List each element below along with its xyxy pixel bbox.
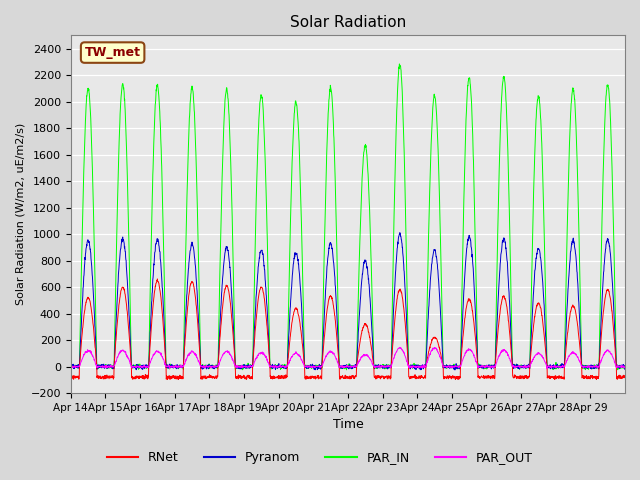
Pyranom	[396, 230, 404, 236]
Pyranom	[547, 362, 554, 368]
Pyranom	[621, 363, 628, 369]
PAR_IN	[381, 362, 389, 368]
PAR_IN	[342, 367, 350, 372]
PAR_IN	[67, 364, 75, 370]
RNet	[614, 376, 621, 382]
Legend: RNet, Pyranom, PAR_IN, PAR_OUT: RNet, Pyranom, PAR_IN, PAR_OUT	[102, 446, 538, 469]
Line: PAR_IN: PAR_IN	[71, 64, 625, 370]
Pyranom	[242, 364, 250, 370]
PAR_OUT	[122, 352, 130, 358]
RNet	[175, 377, 182, 383]
Line: PAR_OUT: PAR_OUT	[71, 348, 625, 369]
RNet	[243, 376, 250, 382]
Text: TW_met: TW_met	[84, 46, 141, 59]
PAR_OUT	[515, 364, 522, 370]
Pyranom	[451, 367, 459, 373]
Pyranom	[67, 365, 75, 371]
Pyranom	[614, 363, 621, 369]
Line: RNet: RNet	[71, 279, 625, 380]
PAR_OUT	[547, 363, 554, 369]
RNet	[67, 374, 75, 380]
Line: Pyranom: Pyranom	[71, 233, 625, 370]
RNet	[547, 376, 554, 382]
PAR_OUT	[67, 364, 75, 370]
PAR_IN	[547, 363, 554, 369]
Pyranom	[122, 257, 130, 263]
Y-axis label: Solar Radiation (W/m2, uE/m2/s): Solar Radiation (W/m2, uE/m2/s)	[15, 123, 25, 305]
X-axis label: Time: Time	[333, 419, 364, 432]
RNet	[515, 374, 523, 380]
RNet	[122, 299, 130, 304]
PAR_OUT	[621, 364, 628, 370]
PAR_OUT	[396, 345, 404, 350]
PAR_IN	[621, 363, 628, 369]
Pyranom	[515, 362, 523, 368]
PAR_OUT	[543, 366, 551, 372]
PAR_OUT	[242, 363, 250, 369]
PAR_OUT	[614, 363, 621, 369]
PAR_IN	[242, 365, 250, 371]
RNet	[621, 372, 628, 378]
Pyranom	[381, 363, 388, 369]
PAR_IN	[396, 61, 403, 67]
RNet	[381, 374, 389, 380]
PAR_OUT	[381, 364, 388, 370]
PAR_IN	[122, 133, 130, 139]
PAR_IN	[515, 363, 523, 369]
RNet	[154, 276, 161, 282]
PAR_IN	[614, 363, 621, 369]
Title: Solar Radiation: Solar Radiation	[290, 15, 406, 30]
